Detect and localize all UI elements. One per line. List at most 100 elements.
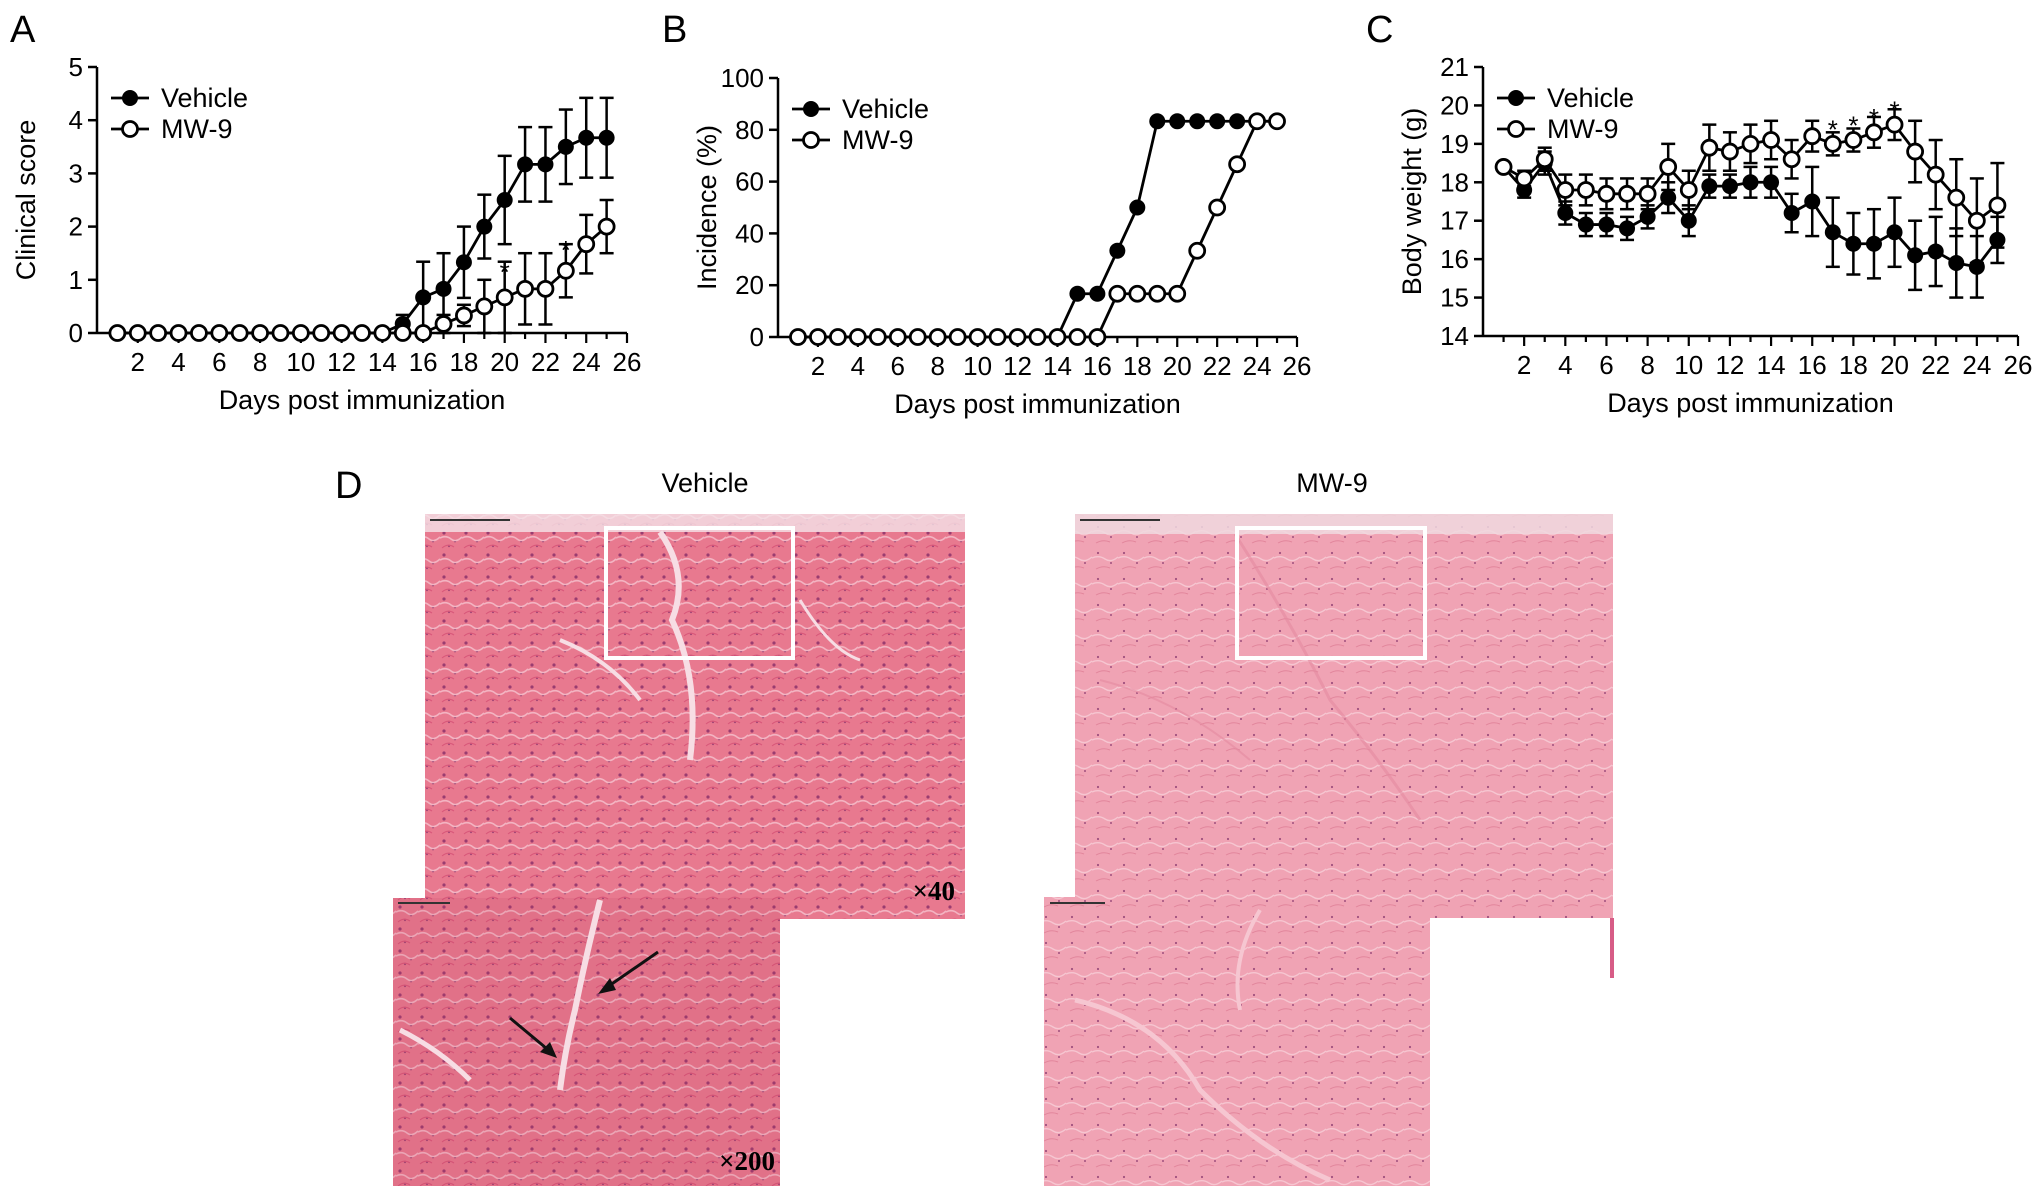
data-point bbox=[1886, 224, 1903, 241]
y-tick-label: 80 bbox=[735, 115, 764, 145]
data-point bbox=[1515, 169, 1534, 188]
series-mw9 bbox=[108, 198, 616, 342]
legend-marker bbox=[1508, 90, 1524, 106]
panel-label-b: B bbox=[662, 9, 687, 51]
data-point bbox=[809, 328, 827, 346]
x-axis-label: Days post immunization bbox=[1607, 388, 1894, 418]
significance-marker: * bbox=[500, 257, 510, 287]
x-tick-label: 4 bbox=[851, 351, 865, 381]
data-point bbox=[988, 328, 1007, 346]
legend-label: Vehicle bbox=[842, 94, 929, 124]
data-point bbox=[353, 324, 371, 342]
data-point bbox=[1576, 181, 1595, 199]
x-tick-label: 10 bbox=[286, 347, 315, 377]
data-point bbox=[1721, 178, 1738, 195]
y-tick-label: 20 bbox=[735, 270, 764, 300]
data-point bbox=[1189, 113, 1206, 130]
data-point bbox=[1228, 155, 1247, 174]
data-point bbox=[1700, 138, 1719, 157]
x-tick-label: 6 bbox=[1599, 350, 1613, 380]
arrow-icon bbox=[598, 950, 659, 994]
y-axis-label: Clinical score bbox=[11, 120, 41, 281]
data-point bbox=[1865, 235, 1882, 252]
histology-panel: Vehicle MW-9 bbox=[393, 468, 1614, 1186]
x-tick-label: 14 bbox=[368, 347, 397, 377]
data-point bbox=[1148, 284, 1167, 303]
data-point bbox=[1535, 150, 1554, 169]
data-point bbox=[536, 279, 555, 298]
legend-entry: MW-9 bbox=[111, 114, 233, 144]
series-line bbox=[117, 136, 607, 335]
data-point bbox=[1721, 142, 1739, 161]
x-tick-label: 26 bbox=[2004, 350, 2032, 380]
data-point bbox=[1068, 328, 1087, 346]
significance-marker: * bbox=[1869, 103, 1879, 133]
x-tick-label: 26 bbox=[1283, 351, 1312, 381]
y-axis-label: Body weight (g) bbox=[1397, 108, 1427, 296]
legend-entry: Vehicle bbox=[111, 83, 248, 113]
data-point bbox=[516, 279, 534, 298]
y-tick-label: 16 bbox=[1440, 244, 1469, 274]
data-point bbox=[291, 324, 310, 342]
data-point bbox=[1907, 247, 1924, 264]
x-tick-label: 6 bbox=[212, 347, 226, 377]
data-point bbox=[848, 328, 867, 346]
histology-vehicle-title: Vehicle bbox=[661, 468, 748, 498]
legend-label: Vehicle bbox=[161, 83, 248, 113]
micrograph-vehicle-x200 bbox=[393, 898, 780, 1186]
data-point bbox=[1804, 193, 1821, 210]
data-point bbox=[1188, 241, 1207, 260]
legend-label: Vehicle bbox=[1547, 83, 1634, 113]
data-point bbox=[415, 289, 432, 306]
data-point bbox=[1762, 131, 1780, 149]
data-point bbox=[496, 192, 513, 208]
data-point bbox=[210, 324, 229, 342]
x-tick-label: 22 bbox=[1203, 351, 1232, 381]
data-point bbox=[537, 156, 554, 173]
data-point bbox=[1680, 212, 1697, 229]
legend-marker bbox=[1507, 120, 1525, 138]
data-point bbox=[948, 328, 967, 346]
legend-entry: MW-9 bbox=[792, 125, 914, 155]
series-mw9 bbox=[1494, 108, 2007, 265]
inset-box-mw9 bbox=[1235, 526, 1427, 660]
y-tick-label: 2 bbox=[69, 212, 83, 242]
data-point bbox=[1885, 115, 1904, 134]
data-point bbox=[1947, 188, 1966, 207]
x-tick-label: 8 bbox=[1640, 350, 1654, 380]
data-point bbox=[1639, 208, 1656, 225]
data-point bbox=[251, 324, 269, 342]
data-point bbox=[1248, 112, 1266, 131]
panel-label-d: D bbox=[335, 465, 362, 507]
x-tick-label: 10 bbox=[1674, 350, 1703, 380]
data-point bbox=[577, 235, 596, 254]
x-tick-label: 20 bbox=[1163, 351, 1192, 381]
x-tick-label: 14 bbox=[1043, 351, 1072, 381]
x-tick-label: 8 bbox=[253, 347, 267, 377]
x-tick-label: 8 bbox=[930, 351, 944, 381]
data-point bbox=[169, 324, 188, 342]
micrograph-mw9-x40 bbox=[1075, 514, 1614, 978]
data-point bbox=[1129, 199, 1146, 216]
x-tick-label: 14 bbox=[1757, 350, 1786, 380]
data-point bbox=[598, 129, 615, 146]
series-vehicle bbox=[1495, 150, 2006, 299]
data-point bbox=[1108, 284, 1127, 303]
data-point bbox=[1742, 174, 1759, 191]
data-point bbox=[1128, 284, 1147, 303]
magnification-x200: ×200 bbox=[719, 1146, 775, 1176]
x-tick-label: 18 bbox=[1839, 350, 1868, 380]
data-point bbox=[1149, 113, 1166, 130]
significance-marker: * bbox=[1889, 95, 1899, 125]
data-point bbox=[1598, 216, 1615, 233]
micrograph-mw9-x200 bbox=[1044, 897, 1430, 1186]
data-point bbox=[435, 280, 452, 297]
legend-label: MW-9 bbox=[842, 125, 914, 155]
data-point bbox=[1229, 113, 1246, 130]
data-point bbox=[1967, 211, 1986, 230]
y-tick-label: 60 bbox=[735, 167, 764, 197]
data-point bbox=[789, 328, 807, 346]
data-point bbox=[312, 324, 331, 342]
inset-box-vehicle bbox=[604, 526, 795, 660]
